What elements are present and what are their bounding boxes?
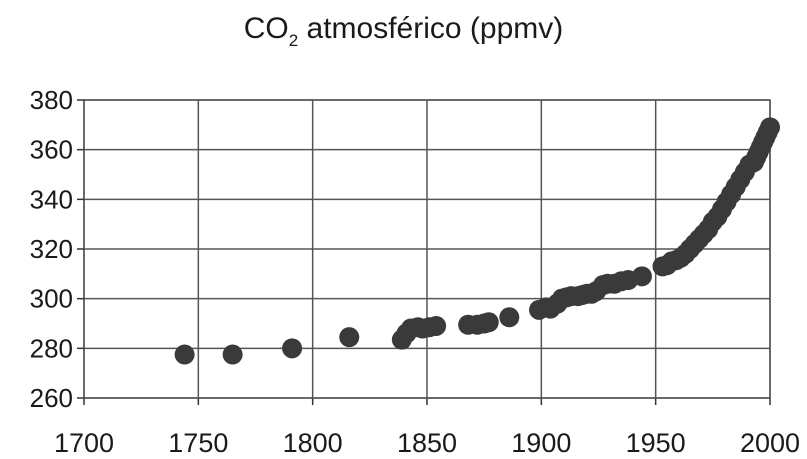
data-point bbox=[282, 338, 303, 359]
chart-title: CO2 atmosférico (ppmv) bbox=[0, 12, 807, 50]
y-tick-label: 280 bbox=[30, 333, 73, 363]
y-tick-label: 340 bbox=[30, 184, 73, 214]
data-point bbox=[499, 307, 520, 328]
chart-title-prefix: CO bbox=[243, 12, 289, 45]
x-tick-label: 1700 bbox=[54, 428, 114, 458]
data-point bbox=[760, 117, 780, 138]
data-point bbox=[174, 344, 195, 365]
y-tick-label: 360 bbox=[30, 135, 73, 165]
x-tick-label: 1950 bbox=[626, 428, 686, 458]
x-tick-label: 1850 bbox=[397, 428, 457, 458]
x-tick-label: 1750 bbox=[168, 428, 228, 458]
x-tick-label: 2000 bbox=[740, 428, 800, 458]
y-tick-label: 300 bbox=[30, 284, 73, 314]
data-point bbox=[631, 266, 652, 287]
data-point bbox=[339, 327, 360, 348]
y-tick-label: 260 bbox=[30, 383, 73, 413]
y-tick-label: 320 bbox=[30, 234, 73, 264]
x-tick-label: 1900 bbox=[511, 428, 571, 458]
data-point bbox=[222, 344, 243, 365]
chart-title-suffix: atmosférico (ppmv) bbox=[298, 12, 564, 45]
y-tick-label: 380 bbox=[30, 85, 73, 115]
data-point bbox=[426, 315, 447, 336]
data-point bbox=[478, 312, 499, 333]
chart-title-subscript: 2 bbox=[288, 31, 299, 50]
x-tick-label: 1800 bbox=[283, 428, 343, 458]
